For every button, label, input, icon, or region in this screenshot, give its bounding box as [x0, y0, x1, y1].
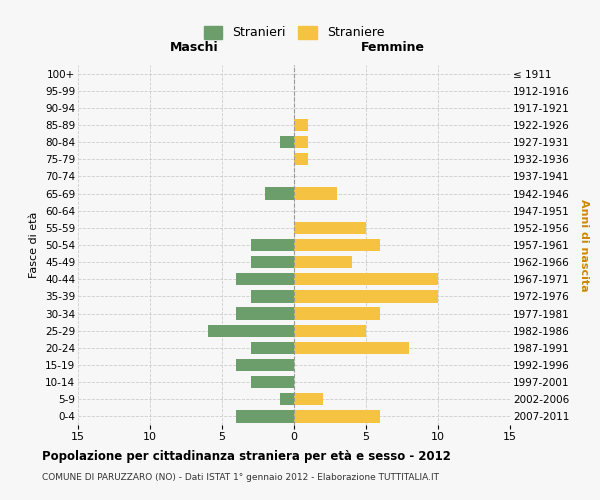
Text: Maschi: Maschi [170, 41, 219, 54]
Text: Femmine: Femmine [361, 41, 425, 54]
Bar [294, 256, 352, 268]
Bar [294, 222, 366, 234]
Bar [236, 410, 294, 422]
Bar [294, 273, 438, 285]
Bar [294, 410, 380, 422]
Bar [251, 290, 294, 302]
Bar [236, 273, 294, 285]
Bar [280, 136, 294, 148]
Bar [265, 188, 294, 200]
Bar [251, 376, 294, 388]
Bar [251, 239, 294, 251]
Bar [294, 290, 438, 302]
Text: COMUNE DI PARUZZARO (NO) - Dati ISTAT 1° gennaio 2012 - Elaborazione TUTTITALIA.: COMUNE DI PARUZZARO (NO) - Dati ISTAT 1°… [42, 472, 439, 482]
Bar [294, 119, 308, 131]
Bar [294, 136, 308, 148]
Bar [294, 393, 323, 406]
Bar [294, 342, 409, 354]
Bar [251, 256, 294, 268]
Y-axis label: Anni di nascita: Anni di nascita [579, 198, 589, 292]
Bar [294, 239, 380, 251]
Bar [236, 308, 294, 320]
Bar [294, 324, 366, 337]
Bar [294, 188, 337, 200]
Y-axis label: Fasce di età: Fasce di età [29, 212, 40, 278]
Bar [236, 359, 294, 371]
Bar [294, 308, 380, 320]
Bar [294, 153, 308, 166]
Bar [251, 342, 294, 354]
Bar [280, 393, 294, 406]
Legend: Stranieri, Straniere: Stranieri, Straniere [199, 21, 389, 44]
Text: Popolazione per cittadinanza straniera per età e sesso - 2012: Popolazione per cittadinanza straniera p… [42, 450, 451, 463]
Bar [208, 324, 294, 337]
